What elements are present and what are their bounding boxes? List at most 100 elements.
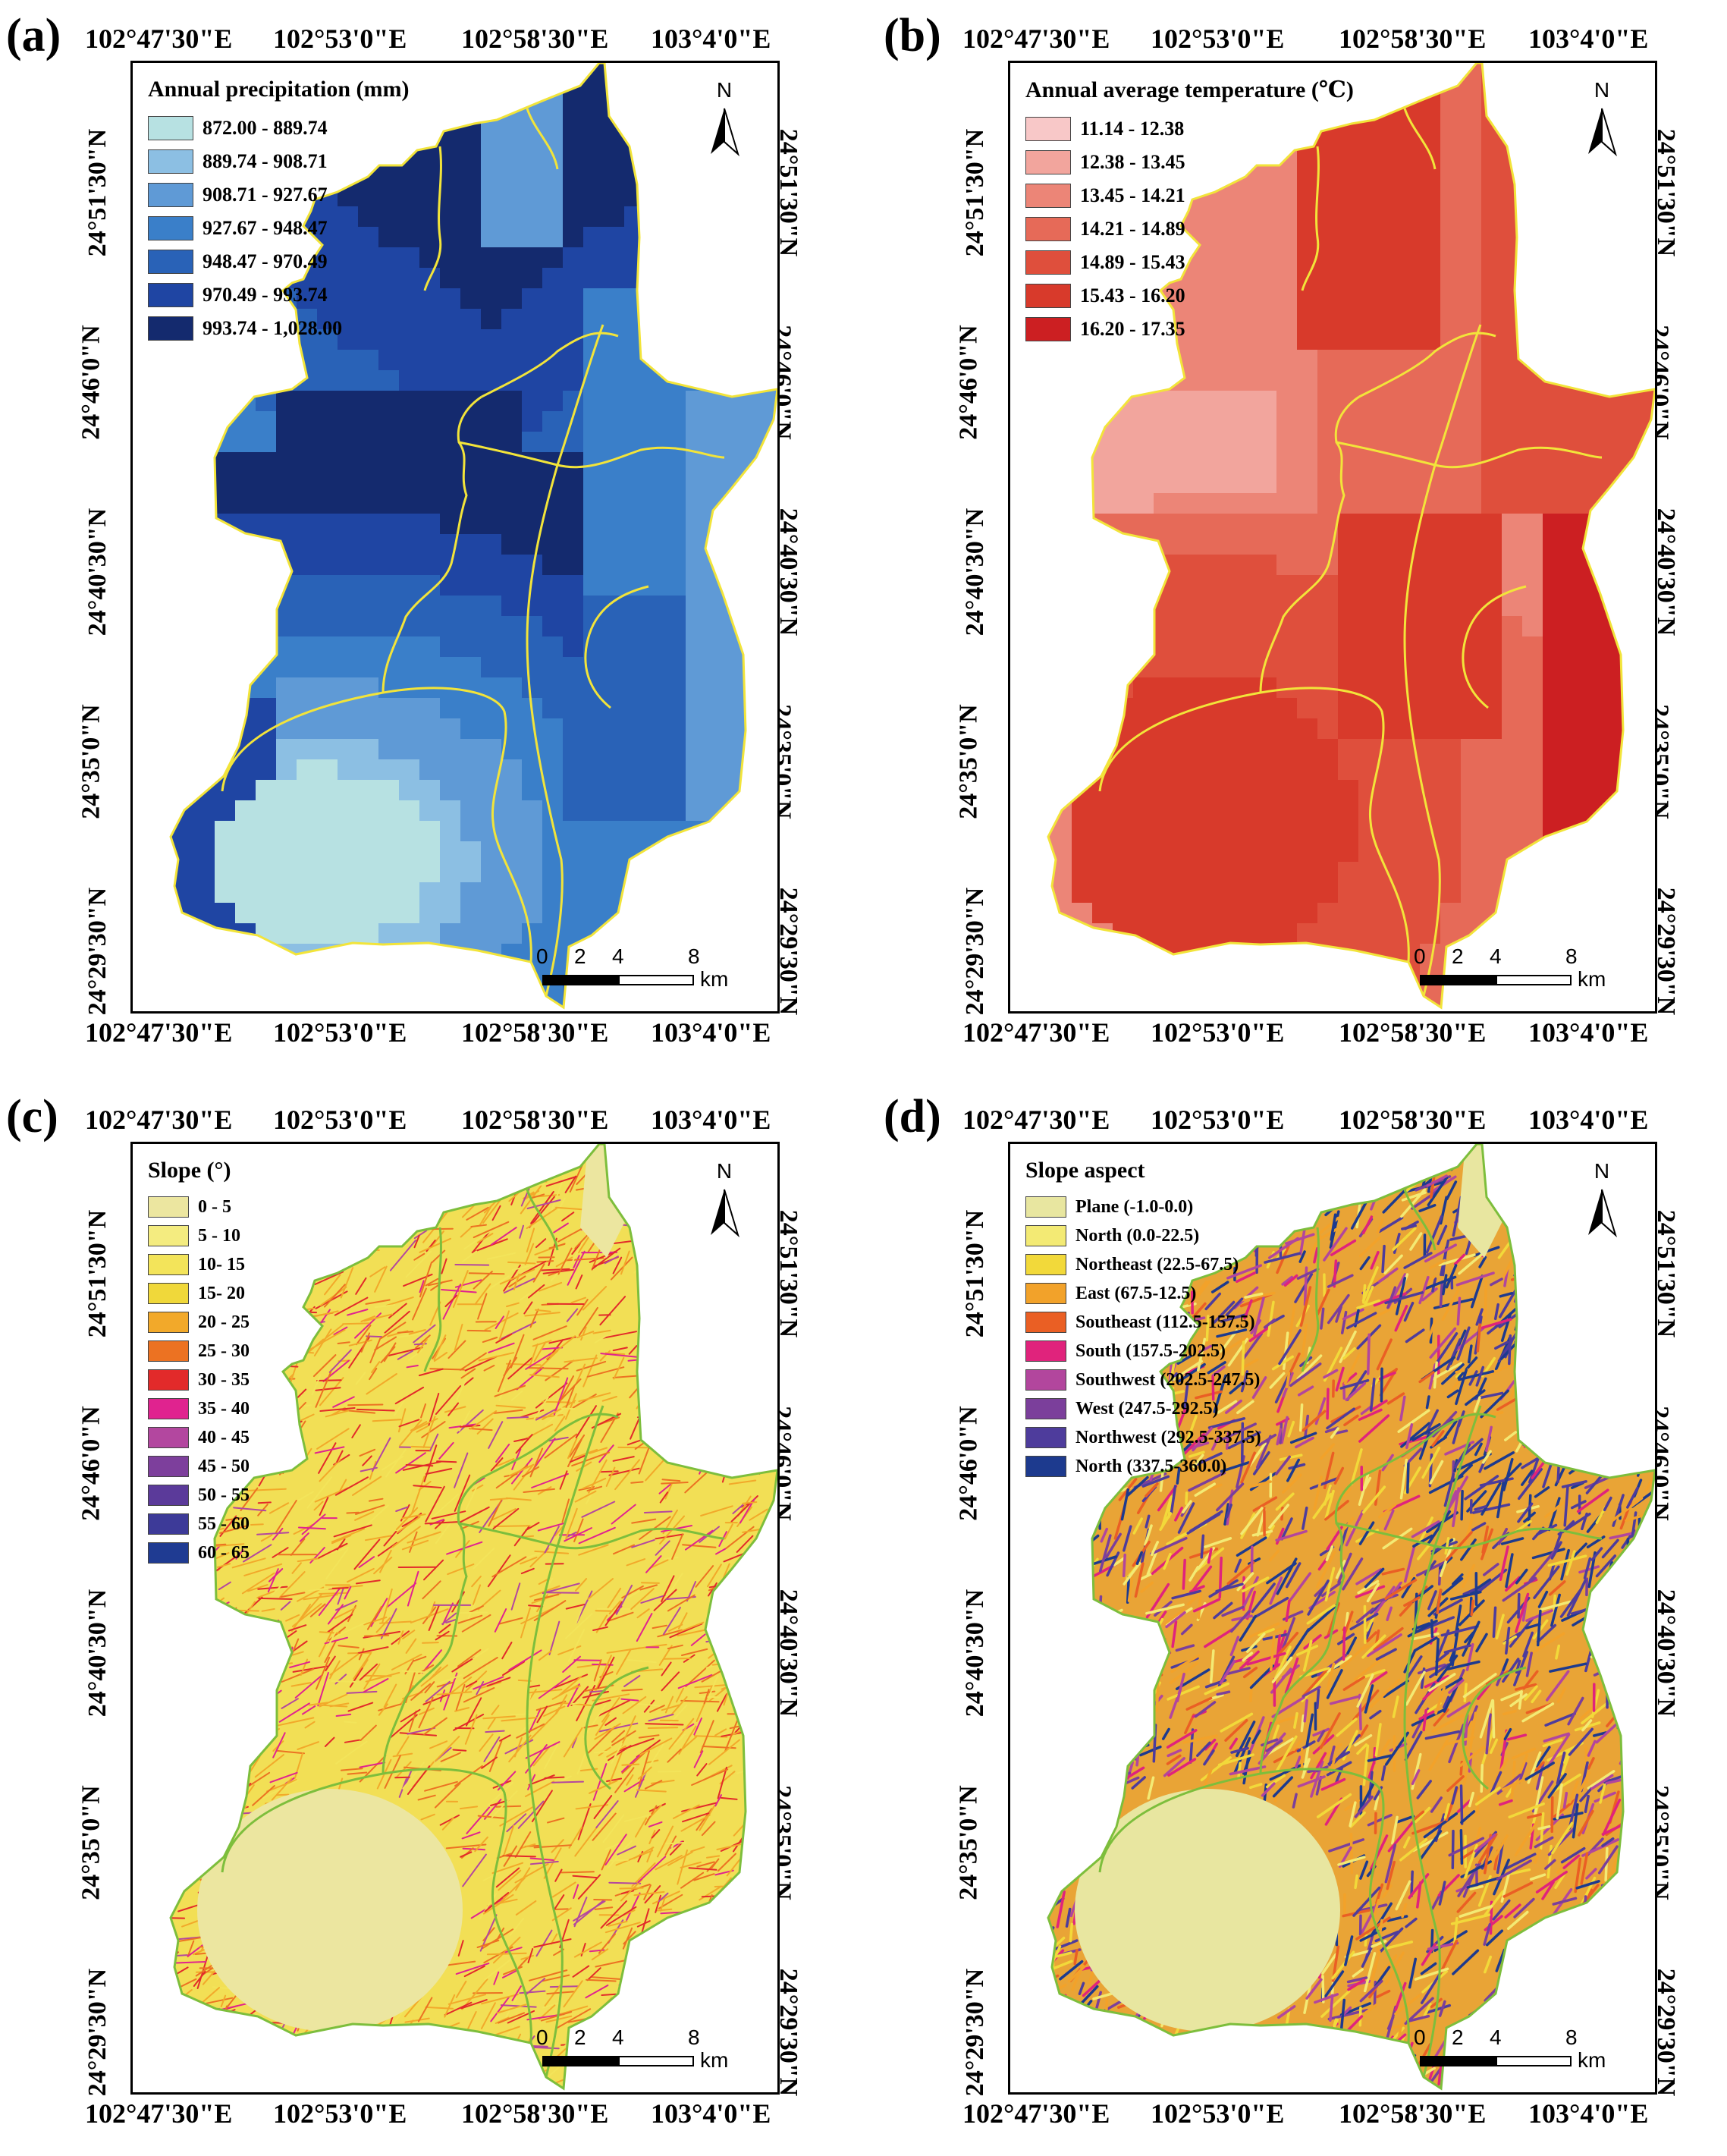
- legend-item: 55 - 60: [148, 1510, 250, 1538]
- legend-swatch: [148, 1369, 189, 1391]
- legend-swatch: [1025, 1340, 1066, 1362]
- lon-label-bottom: 102°53'0"E: [273, 1017, 407, 1048]
- legend-swatch: [148, 1283, 189, 1304]
- north-label: N: [716, 1159, 733, 1183]
- lon-label-bottom: 102°53'0"E: [273, 2098, 407, 2129]
- legend-label: Plane (-1.0-0.0): [1075, 1196, 1194, 1217]
- lon-label-bottom: 102°53'0"E: [1151, 2098, 1285, 2129]
- legend-item: 16.20 - 17.35: [1025, 313, 1354, 346]
- lat-label-left: 24°46'0"N: [77, 325, 105, 440]
- legend-label: 12.38 - 13.45: [1080, 151, 1185, 173]
- lat-label-left: 24°35'0"N: [77, 704, 105, 819]
- district-boundary: [221, 687, 532, 963]
- legend-label: 45 - 50: [198, 1456, 250, 1476]
- legend-item: 30 - 35: [148, 1366, 250, 1394]
- legend-label: 15.43 - 16.20: [1080, 284, 1185, 306]
- legend-label: North (0.0-22.5): [1075, 1225, 1200, 1246]
- legend-title: Slope (°): [148, 1158, 231, 1183]
- legend-item: 35 - 40: [148, 1394, 250, 1423]
- legend-swatch: [1025, 184, 1071, 208]
- legend-swatch: [1025, 1427, 1066, 1448]
- district-boundary: [1462, 585, 1527, 709]
- legend-item: 13.45 - 14.21: [1025, 179, 1354, 212]
- legend-swatch: [1025, 1456, 1066, 1477]
- legend-item: South (157.5-202.5): [1025, 1337, 1261, 1366]
- lon-label-bottom: 103°4'0"E: [1528, 2098, 1649, 2129]
- legend-label: Northwest (292.5-337.5): [1075, 1427, 1261, 1447]
- scale-tick: 0: [536, 2026, 548, 2049]
- legend-swatch: [148, 1485, 189, 1506]
- scale-tick: 4: [612, 944, 624, 968]
- lat-label-left: 24°40'30"N: [83, 1589, 112, 1718]
- legend-label: Northeast (22.5-67.5): [1075, 1254, 1239, 1274]
- legend-item: 25 - 30: [148, 1337, 250, 1366]
- legend-item: 908.71 - 927.67: [148, 178, 409, 212]
- lon-label-top: 102°47'30"E: [85, 24, 233, 54]
- legend-swatch: [1025, 284, 1071, 308]
- legend-item: 14.21 - 14.89: [1025, 212, 1354, 246]
- legend-label: 16.20 - 17.35: [1080, 318, 1185, 340]
- legend-item: Plane (-1.0-0.0): [1025, 1193, 1261, 1221]
- lon-label-top: 103°4'0"E: [651, 24, 771, 54]
- legend-rows: 11.14 - 12.38 12.38 - 13.45 13.45 - 14.21 1…: [1025, 112, 1354, 346]
- legend-item: 948.47 - 970.49: [148, 245, 409, 278]
- legend-item: 15.43 - 16.20: [1025, 279, 1354, 313]
- legend-swatch: [148, 216, 193, 240]
- north-arrow: N: [1579, 78, 1625, 162]
- legend-item: 993.74 - 1,028.00: [148, 312, 409, 345]
- legend-item: 5 - 10: [148, 1221, 250, 1250]
- scale-tick: 0: [536, 944, 548, 968]
- scale-segment-black: [542, 2056, 618, 2066]
- lon-label-bottom: 102°47'30"E: [85, 1017, 233, 1048]
- lon-label-bottom: 102°47'30"E: [962, 1017, 1110, 1048]
- map-legend: Slope aspect Plane (-1.0-0.0) North (0.0-…: [1025, 1158, 1261, 1481]
- scale-tick: 4: [1490, 2026, 1502, 2049]
- legend-label: North (337.5-360.0): [1075, 1456, 1227, 1476]
- legend-label: 948.47 - 970.49: [203, 250, 328, 272]
- panel-temperature: (b) 102°47'30"E 102°53'0"E 102°58'30"E 1…: [878, 0, 1727, 1062]
- panel-slope-aspect: (d) 102°47'30"E 102°53'0"E 102°58'30"E 1…: [878, 1081, 1727, 2143]
- scale-segment-white: [618, 2056, 694, 2066]
- lon-label-top: 102°58'30"E: [461, 1105, 609, 1135]
- legend-label: 13.45 - 14.21: [1080, 184, 1185, 206]
- panel-precipitation: (a) 102°47'30"E 102°53'0"E 102°58'30"E 1…: [0, 0, 849, 1062]
- legend-item: 10- 15: [148, 1250, 250, 1279]
- lat-label-left: 24°29'30"N: [83, 1968, 112, 2097]
- scale-tick: 0: [1414, 944, 1426, 968]
- north-label: N: [1594, 78, 1610, 102]
- district-boundary: [526, 1189, 559, 1251]
- lon-label-top: 102°58'30"E: [1339, 1105, 1487, 1135]
- north-label: N: [1594, 1159, 1610, 1183]
- map-canvas: [169, 1144, 777, 2091]
- legend-swatch: [148, 316, 193, 341]
- legend-swatch: [148, 283, 193, 307]
- legend-title: Annual average temperature (℃): [1025, 77, 1354, 102]
- legend-rows: 0 - 5 5 - 10 10- 15 15- 20 20 - 25 25 - 30 30 …: [148, 1193, 250, 1567]
- legend-swatch: [148, 1312, 189, 1333]
- lat-label-left: 24°40'30"N: [961, 1589, 990, 1718]
- scale-tick: 8: [688, 944, 700, 968]
- lon-label-top: 102°53'0"E: [273, 24, 407, 54]
- legend-rows: 872.00 - 889.74 889.74 - 908.71 908.71 - 9…: [148, 112, 409, 345]
- district-boundary: [584, 1666, 649, 1790]
- legend-swatch: [148, 1456, 189, 1477]
- scale-unit: km: [1578, 2048, 1606, 2072]
- legend-item: 0 - 5: [148, 1193, 250, 1221]
- north-arrow: N: [702, 1159, 747, 1243]
- panel-label: (d): [884, 1091, 941, 1142]
- district-boundary: [458, 1522, 725, 1550]
- north-arrow: N: [702, 78, 747, 162]
- legend-swatch: [148, 1340, 189, 1362]
- lat-label-left: 24°35'0"N: [954, 1785, 983, 1900]
- scale-tick: 8: [688, 2026, 700, 2049]
- district-boundary: [1336, 441, 1603, 469]
- lon-label-bottom: 103°4'0"E: [651, 2098, 771, 2129]
- scale-tick: 8: [1565, 944, 1578, 968]
- scale-bar: 0 2 4 8 km: [529, 2026, 756, 2079]
- basin-outline: [169, 63, 777, 1010]
- legend-label: East (67.5-12.5): [1075, 1283, 1197, 1303]
- panel-slope: (c) 102°47'30"E 102°53'0"E 102°58'30"E 1…: [0, 1081, 849, 2143]
- basin-outline: [169, 1144, 777, 2091]
- district-boundary: [1098, 687, 1410, 963]
- legend-item: Southwest (202.5-247.5): [1025, 1366, 1261, 1394]
